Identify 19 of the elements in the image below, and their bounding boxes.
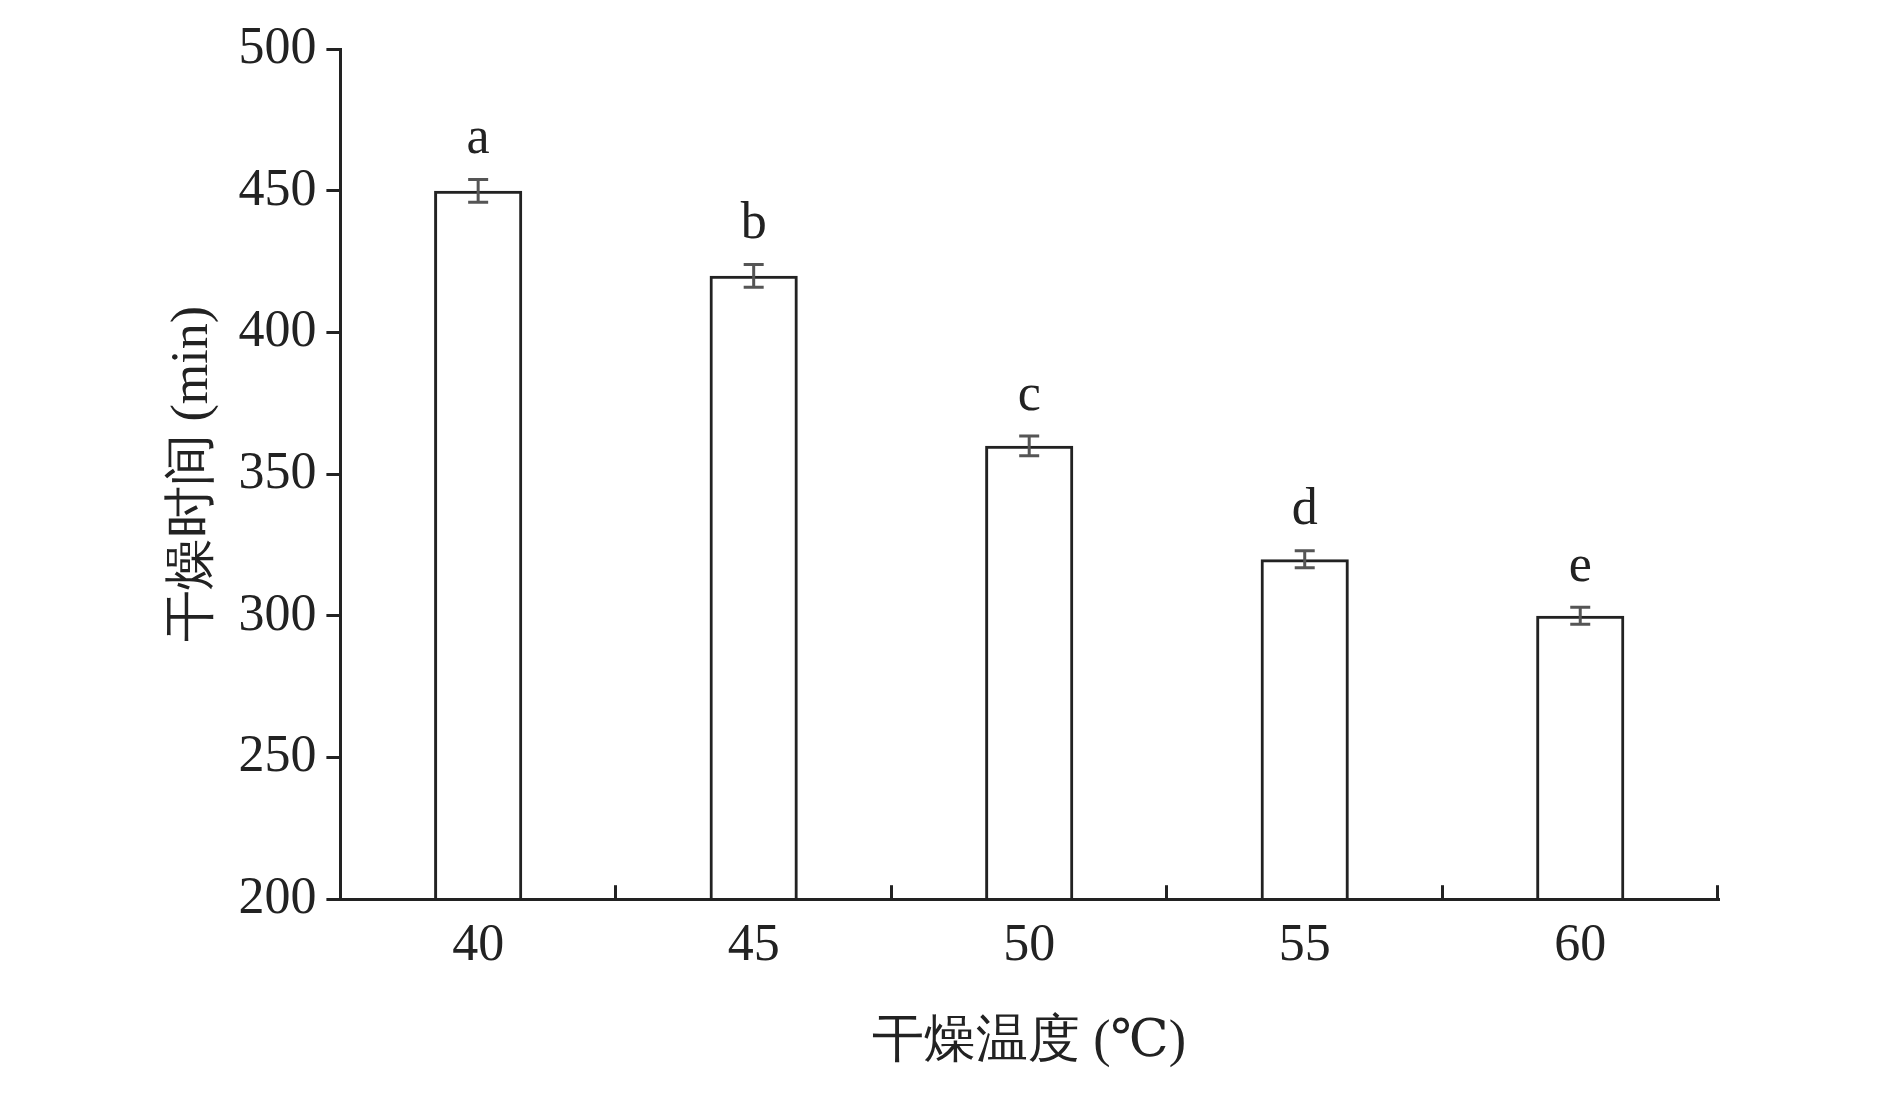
x-axis-title: 干燥温度 (℃) [872,1010,1187,1069]
y-axis-title: 干燥时间 (min) [160,305,219,643]
x-tick-label: 40 [452,914,505,972]
y-tick-label: 500 [238,16,317,74]
x-tick-label: 60 [1554,914,1607,972]
y-tick-label: 200 [238,866,317,924]
annotation: c [1017,363,1041,421]
y-tick-label: 350 [238,441,317,499]
x-tick-label: 45 [727,914,780,972]
y-tick-label: 450 [238,158,317,216]
annotation: e [1568,535,1592,593]
x-tick-label: 50 [1003,914,1056,972]
annotation: a [466,107,490,165]
y-tick-label: 250 [238,725,317,783]
y-tick-label: 400 [238,300,317,358]
x-tick-label: 55 [1278,914,1331,972]
annotation: d [1291,478,1318,536]
y-tick-label: 300 [238,583,317,641]
annotation: b [740,192,767,250]
